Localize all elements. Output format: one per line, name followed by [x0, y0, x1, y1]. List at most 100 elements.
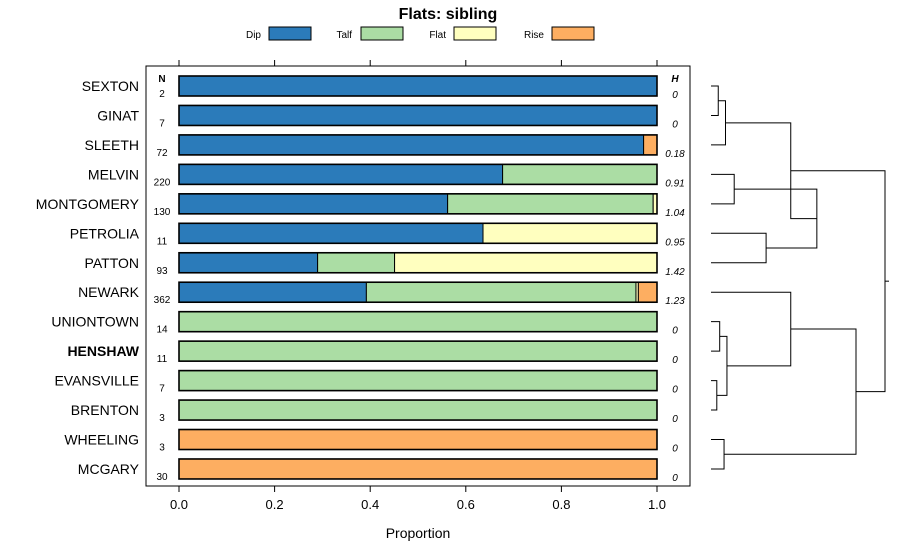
- bar-segment-talf: [447, 193, 654, 215]
- bar-segment-dip: [178, 252, 319, 274]
- h-value: 0: [672, 444, 678, 455]
- n-value: 14: [156, 325, 168, 336]
- bar-outline: [178, 428, 658, 451]
- row-label: GINAT: [97, 107, 139, 123]
- row-mcgary: MCGARY 30 0: [78, 458, 678, 484]
- x-axis: 0.0 0.2 0.4 0.6 0.8 1.0: [170, 60, 666, 512]
- h-value: 0.18: [665, 149, 685, 160]
- h-value: 0: [672, 90, 678, 101]
- bar-segment-dip: [178, 104, 658, 126]
- n-value: 3: [159, 413, 165, 424]
- legend-label-dip: Dip: [246, 30, 261, 41]
- legend-label-talf: Talf: [336, 30, 352, 41]
- x-tick-label: 0.0: [170, 497, 188, 512]
- row-brenton: BRENTON 3 0: [71, 399, 678, 425]
- bar-segment-rise: [643, 134, 658, 156]
- row-label: SLEETH: [85, 137, 139, 153]
- row-ginat: GINAT 7 0: [97, 104, 678, 130]
- legend-label-rise: Rise: [524, 30, 544, 41]
- n-value: 3: [159, 443, 165, 454]
- bar-segment-talf: [178, 311, 658, 333]
- n-value: 2: [159, 89, 165, 100]
- dendrogram-branch: [711, 232, 767, 264]
- bar-outline: [178, 458, 658, 480]
- h-value: 1.04: [665, 208, 685, 219]
- bar-outline: [178, 340, 658, 362]
- row-label: BRENTON: [71, 402, 139, 418]
- x-tick-label: 0.6: [457, 497, 475, 512]
- bar-segment-dip: [178, 75, 658, 97]
- bar-outline: [178, 222, 658, 245]
- h-column-header: H: [671, 74, 679, 85]
- n-value: 7: [159, 384, 165, 395]
- row-label: PETROLIA: [70, 225, 140, 241]
- dendrogram-branch: [711, 321, 721, 352]
- bar-segment-talf: [502, 163, 658, 185]
- h-value: 0.95: [665, 237, 685, 248]
- bar-segment-rise: [637, 281, 658, 303]
- bar-segment-dip: [178, 163, 504, 185]
- bar-outline: [178, 134, 658, 156]
- dendrogram-branch: [711, 173, 735, 205]
- dendrogram-branch: [724, 328, 857, 455]
- legend-swatch-talf: [360, 26, 404, 41]
- h-value: 0: [672, 326, 678, 337]
- h-value: 1.23: [665, 296, 685, 307]
- row-label: MELVIN: [88, 166, 139, 182]
- n-value: 72: [156, 148, 168, 159]
- h-value: 0: [672, 355, 678, 366]
- bar-rows: SEXTON 2 0 GINAT 7 0 SLEETH 72 0.18 MELVIN 220 0.91…: [36, 75, 685, 484]
- x-axis-title: Proportion: [386, 525, 451, 541]
- row-label: MONTGOMERY: [36, 196, 140, 212]
- row-melvin: MELVIN 220 0.91: [88, 163, 685, 189]
- bar-outline: [178, 399, 658, 421]
- row-label: EVANSVILLE: [54, 373, 139, 389]
- bar-segment-rise: [178, 458, 658, 480]
- x-tick-label: 0.8: [552, 497, 570, 512]
- bar-segment-dip: [178, 134, 645, 156]
- n-value: 130: [154, 207, 171, 218]
- row-montgomery: MONTGOMERY 130 1.04: [36, 193, 685, 219]
- row-label: HENSHAW: [67, 343, 139, 359]
- n-value: 7: [159, 118, 165, 129]
- row-henshaw: HENSHAW 11 0: [67, 340, 678, 366]
- row-label: UNIONTOWN: [51, 314, 139, 330]
- n-value: 220: [154, 177, 171, 188]
- bar-segment-talf: [178, 370, 658, 392]
- bar-segment-talf: [365, 281, 637, 303]
- dendrogram: [711, 85, 889, 470]
- bar-segment-dip: [178, 281, 367, 303]
- n-value: 30: [156, 472, 168, 483]
- bar-outline: [178, 163, 658, 186]
- row-uniontown: UNIONTOWN 14 0: [51, 310, 678, 337]
- dendrogram-branch: [716, 335, 728, 396]
- bar-segment-dip: [178, 193, 449, 215]
- row-label: MCGARY: [78, 461, 140, 477]
- n-value: 11: [157, 236, 168, 247]
- legend-label-flat: Flat: [429, 30, 446, 41]
- dendrogram-branch: [711, 291, 792, 367]
- h-value: 0: [672, 385, 678, 396]
- bar-outline: [178, 104, 658, 127]
- dendrogram-branch: [711, 439, 725, 470]
- chart-title: Flats: sibling: [399, 6, 498, 23]
- legend: Dip Talf Flat Rise: [246, 26, 595, 41]
- row-sexton: SEXTON 2 0: [82, 75, 678, 101]
- h-value: 0: [672, 414, 678, 425]
- plot-frame: [145, 65, 691, 487]
- n-value: 362: [154, 295, 171, 306]
- bar-segment-talf: [178, 340, 658, 362]
- row-label: PATTON: [85, 255, 139, 271]
- bar-segment-rise: [178, 429, 658, 451]
- legend-swatch-flat: [453, 26, 497, 41]
- row-wheeling: WHEELING 3 0: [64, 428, 678, 455]
- dendrogram-branch: [711, 380, 718, 411]
- row-patton: PATTON 93 1.42: [85, 251, 685, 278]
- bar-segment-talf: [317, 252, 396, 274]
- bar-outline: [178, 310, 658, 333]
- row-label: SEXTON: [82, 78, 139, 94]
- row-evansville: EVANSVILLE 7 0: [54, 369, 678, 396]
- bar-outline: [178, 369, 658, 392]
- legend-swatch-dip: [268, 26, 312, 41]
